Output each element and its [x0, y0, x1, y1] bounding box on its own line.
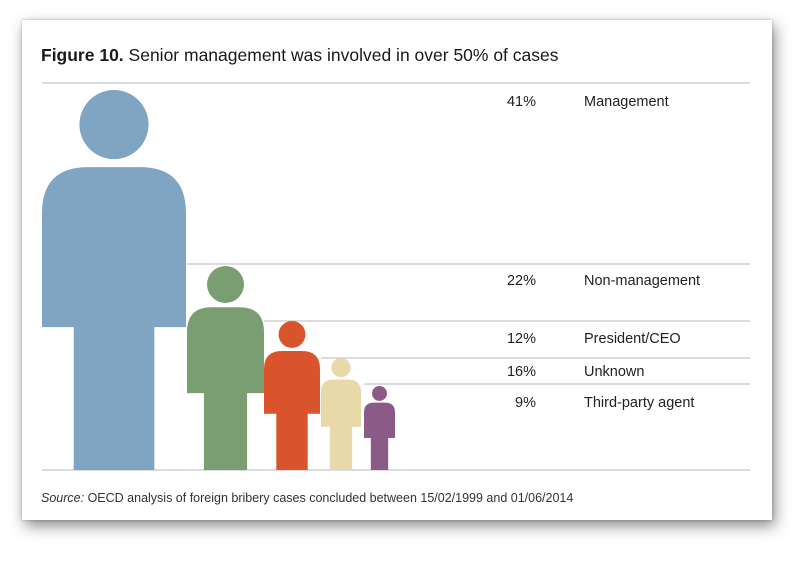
person-4-head [331, 358, 351, 378]
category-label-5: Third-party agent [584, 395, 694, 411]
source-note: Source: OECD analysis of foreign bribery… [41, 491, 573, 505]
category-label-3: President/CEO [584, 331, 681, 347]
source-text: OECD analysis of foreign bribery cases c… [87, 491, 574, 505]
category-label-4: Unknown [584, 364, 644, 380]
person-1-head [79, 90, 149, 160]
person-1-body [42, 167, 186, 470]
value-label-2: 22% [507, 273, 536, 289]
category-label-2: Non-management [584, 273, 700, 289]
person-5-body [364, 402, 395, 470]
person-4-body [321, 379, 361, 470]
title-text: Senior management was involved in over 5… [128, 45, 559, 65]
person-3-body [264, 351, 320, 470]
value-label-1: 41% [507, 94, 536, 110]
source-label: Source: [41, 491, 85, 505]
chart-title: Figure 10. Senior management was involve… [41, 45, 559, 66]
person-2-head [207, 266, 244, 303]
pictogram-chart: 41% Management 22% Non-management 12% Preside… [42, 82, 750, 471]
value-label-5: 9% [515, 395, 536, 411]
value-label-4: 16% [507, 364, 536, 380]
figure-number: Figure 10. [41, 45, 124, 65]
category-label-1: Management [584, 94, 669, 110]
figure-card: Figure 10. Senior management was involve… [22, 20, 772, 520]
person-3-head [278, 321, 306, 348]
value-label-3: 12% [507, 331, 536, 347]
person-5-head [372, 386, 387, 401]
person-2-body [187, 307, 264, 470]
